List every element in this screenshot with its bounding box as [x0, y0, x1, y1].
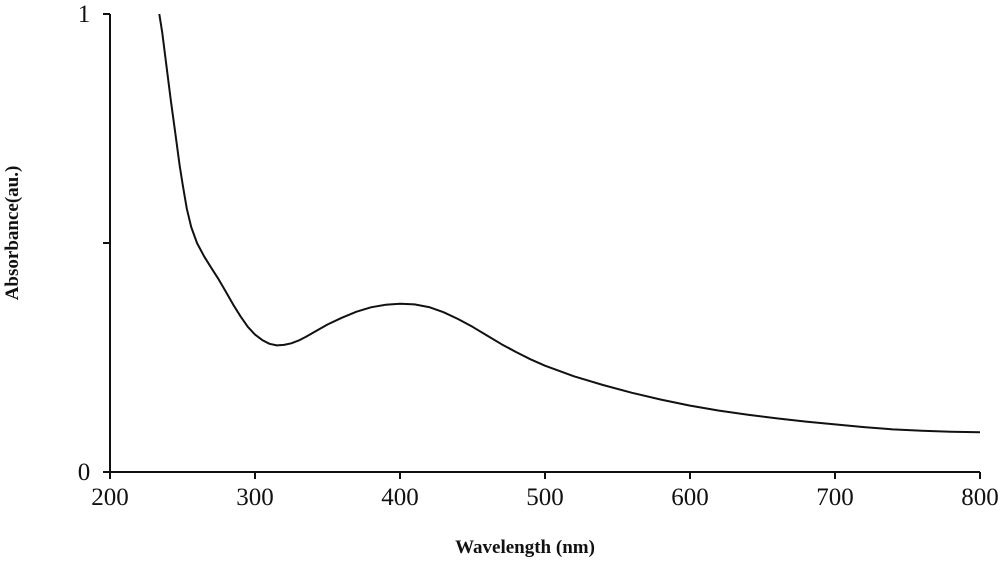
tick-labels: 200 300 400 500 600 700 800 0 1 — [78, 1, 999, 511]
y-tick-label-0: 0 — [78, 459, 91, 486]
axes — [109, 14, 980, 473]
y-axis-title: Absorbance(au.) — [2, 166, 23, 301]
x-tick-label-300: 300 — [236, 484, 274, 511]
x-tick-label-700: 700 — [816, 484, 854, 511]
series-lines — [158, 13, 981, 434]
x-tick-label-600: 600 — [671, 484, 709, 511]
x-axis-title: Wavelength (nm) — [455, 537, 595, 557]
x-tick-label-800: 800 — [961, 484, 999, 511]
x-tick-label-400: 400 — [381, 484, 419, 511]
tick-marks — [103, 13, 981, 479]
x-tick-label-500: 500 — [526, 484, 564, 511]
y-tick-label-1: 1 — [78, 1, 91, 28]
x-tick-label-200: 200 — [91, 484, 129, 511]
absorbance-series-line-0 — [158, 13, 981, 434]
